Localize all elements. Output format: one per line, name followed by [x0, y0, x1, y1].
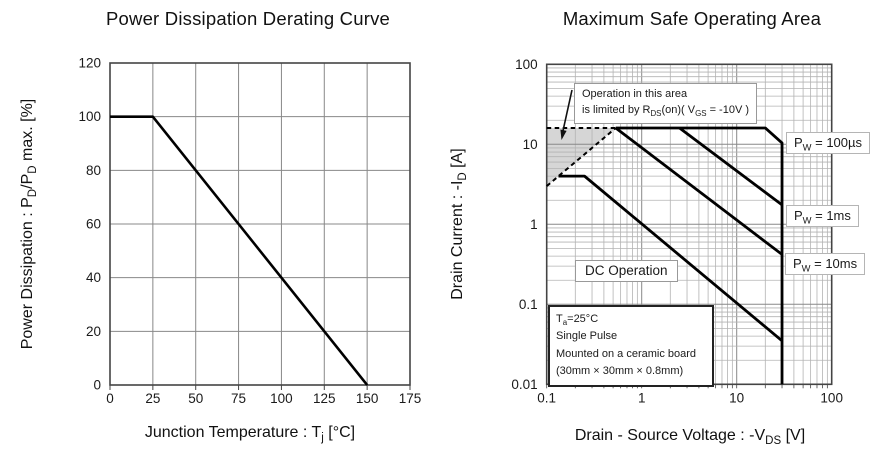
dc-operation-label: DC Operation — [575, 260, 678, 282]
annotation-line-2: is limited by RDS(on)( VGS = -10V ) — [582, 103, 750, 119]
left-x-tick-label: 0 — [106, 391, 114, 406]
right-x-tick-label: 100 — [820, 390, 843, 405]
condition-mounting: Mounted on a ceramic board — [556, 347, 697, 360]
left-plot-border — [109, 62, 411, 386]
annotation-arrow-line — [561, 89, 573, 134]
right-y-tick-label: 0.1 — [519, 297, 538, 312]
left-y-tick-label: 40 — [86, 270, 101, 285]
annotation-line-1: Operation in this area — [582, 88, 688, 100]
left-x-tick-label: 125 — [313, 391, 336, 406]
right-x-tick-label: 1 — [638, 390, 646, 405]
right-x-tick-label: 0.1 — [537, 390, 556, 405]
condition-board-size: (30mm × 30mm × 0.8mm) — [556, 365, 684, 378]
rds-limited-region — [546, 127, 616, 187]
right-x-tick-label: 10 — [729, 390, 744, 405]
left-y-tick-label: 20 — [86, 324, 101, 339]
left-y-tick-label: 120 — [78, 56, 101, 71]
derating-curve — [110, 115, 369, 386]
left-y-tick-label: 100 — [78, 109, 101, 124]
left-x-tick-label: 75 — [231, 391, 246, 406]
soa-curve-pw-1ms — [678, 126, 783, 206]
right-y-tick-label: 100 — [515, 57, 538, 72]
pw-1ms-curve-label: PW = 1ms — [786, 205, 859, 227]
pw-10ms-curve-label: PW = 10ms — [785, 253, 866, 275]
condition-single-pulse: Single Pulse — [556, 330, 618, 343]
left-y-tick-label: 60 — [86, 217, 101, 232]
left-y-tick-label: 0 — [93, 378, 101, 393]
left-x-tick-label: 150 — [356, 391, 379, 406]
left-y-axis-label: Power Dissipation : PD/PD max. [%] — [19, 98, 40, 350]
rds-on-limit-annotation: Operation in this area is limited by RDS… — [574, 83, 758, 124]
soa-curve-pw-100us — [615, 126, 784, 385]
test-conditions-box: Ta=25°C Single Pulse Mounted on a cerami… — [548, 305, 714, 387]
right-y-tick-label: 10 — [523, 137, 538, 152]
left-x-tick-label: 25 — [145, 391, 160, 406]
pw-100us-curve-label: PW = 100µs — [786, 132, 870, 154]
right-y-tick-label: 0.01 — [511, 377, 537, 392]
left-x-tick-label: 175 — [399, 391, 422, 406]
right-y-axis-label: Drain Current : -ID [A] — [449, 148, 470, 300]
right-y-tick-label: 1 — [530, 217, 538, 232]
condition-ambient-temp: Ta=25°C — [556, 313, 599, 328]
left-x-tick-label: 100 — [270, 391, 293, 406]
left-x-tick-label: 50 — [188, 391, 203, 406]
annotation-arrow-head — [560, 129, 567, 140]
right-chart-title: Maximum Safe Operating Area — [562, 8, 822, 29]
left-y-tick-label: 80 — [86, 163, 101, 178]
left-x-axis-label: Junction Temperature : Tj [°C] — [144, 424, 356, 445]
left-chart-title: Power Dissipation Derating Curve — [105, 8, 391, 29]
rds-on-limit-dashed-line — [546, 127, 617, 187]
soa-curve-pw-10ms — [614, 126, 783, 256]
right-x-axis-label: Drain - Source Voltage : -VDS [V] — [574, 427, 806, 448]
soa-curve-dc-operation — [558, 174, 783, 342]
